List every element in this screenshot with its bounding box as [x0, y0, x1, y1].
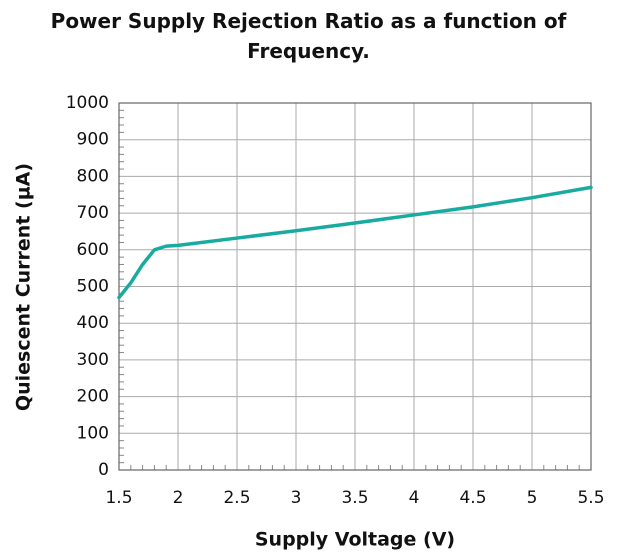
y-tick-label: 800 — [77, 166, 109, 186]
data-line — [117, 185, 593, 300]
y-tick-label: 600 — [77, 240, 109, 260]
y-tick-label: 100 — [77, 423, 109, 443]
x-tick-label: 5 — [527, 488, 538, 508]
y-tick-label: 500 — [77, 277, 109, 297]
y-axis-label: Quiescent Current (µA) — [13, 163, 35, 411]
y-tick-label: 900 — [77, 130, 109, 150]
y-tick-label: 0 — [98, 460, 109, 480]
y-tick-label: 300 — [77, 350, 109, 370]
x-axis-label: Supply Voltage (V) — [255, 529, 455, 551]
plot-frame — [118, 102, 592, 471]
y-tick-label: 200 — [77, 387, 109, 407]
y-tick-label: 1000 — [66, 93, 109, 113]
y-tick-label: 400 — [77, 313, 109, 333]
x-tick-label: 4 — [409, 488, 420, 508]
x-tick-label: 2 — [173, 488, 184, 508]
x-tick-label: 5.5 — [577, 488, 604, 508]
x-tick-label: 3.5 — [341, 488, 368, 508]
x-tick-label: 1.5 — [105, 488, 132, 508]
x-tick-label: 2.5 — [223, 488, 250, 508]
x-tick-label: 3 — [291, 488, 302, 508]
chart-title: Power Supply Rejection Ratio as a functi… — [50, 9, 567, 63]
x-tick-label: 4.5 — [459, 488, 486, 508]
y-tick-label: 700 — [77, 203, 109, 223]
